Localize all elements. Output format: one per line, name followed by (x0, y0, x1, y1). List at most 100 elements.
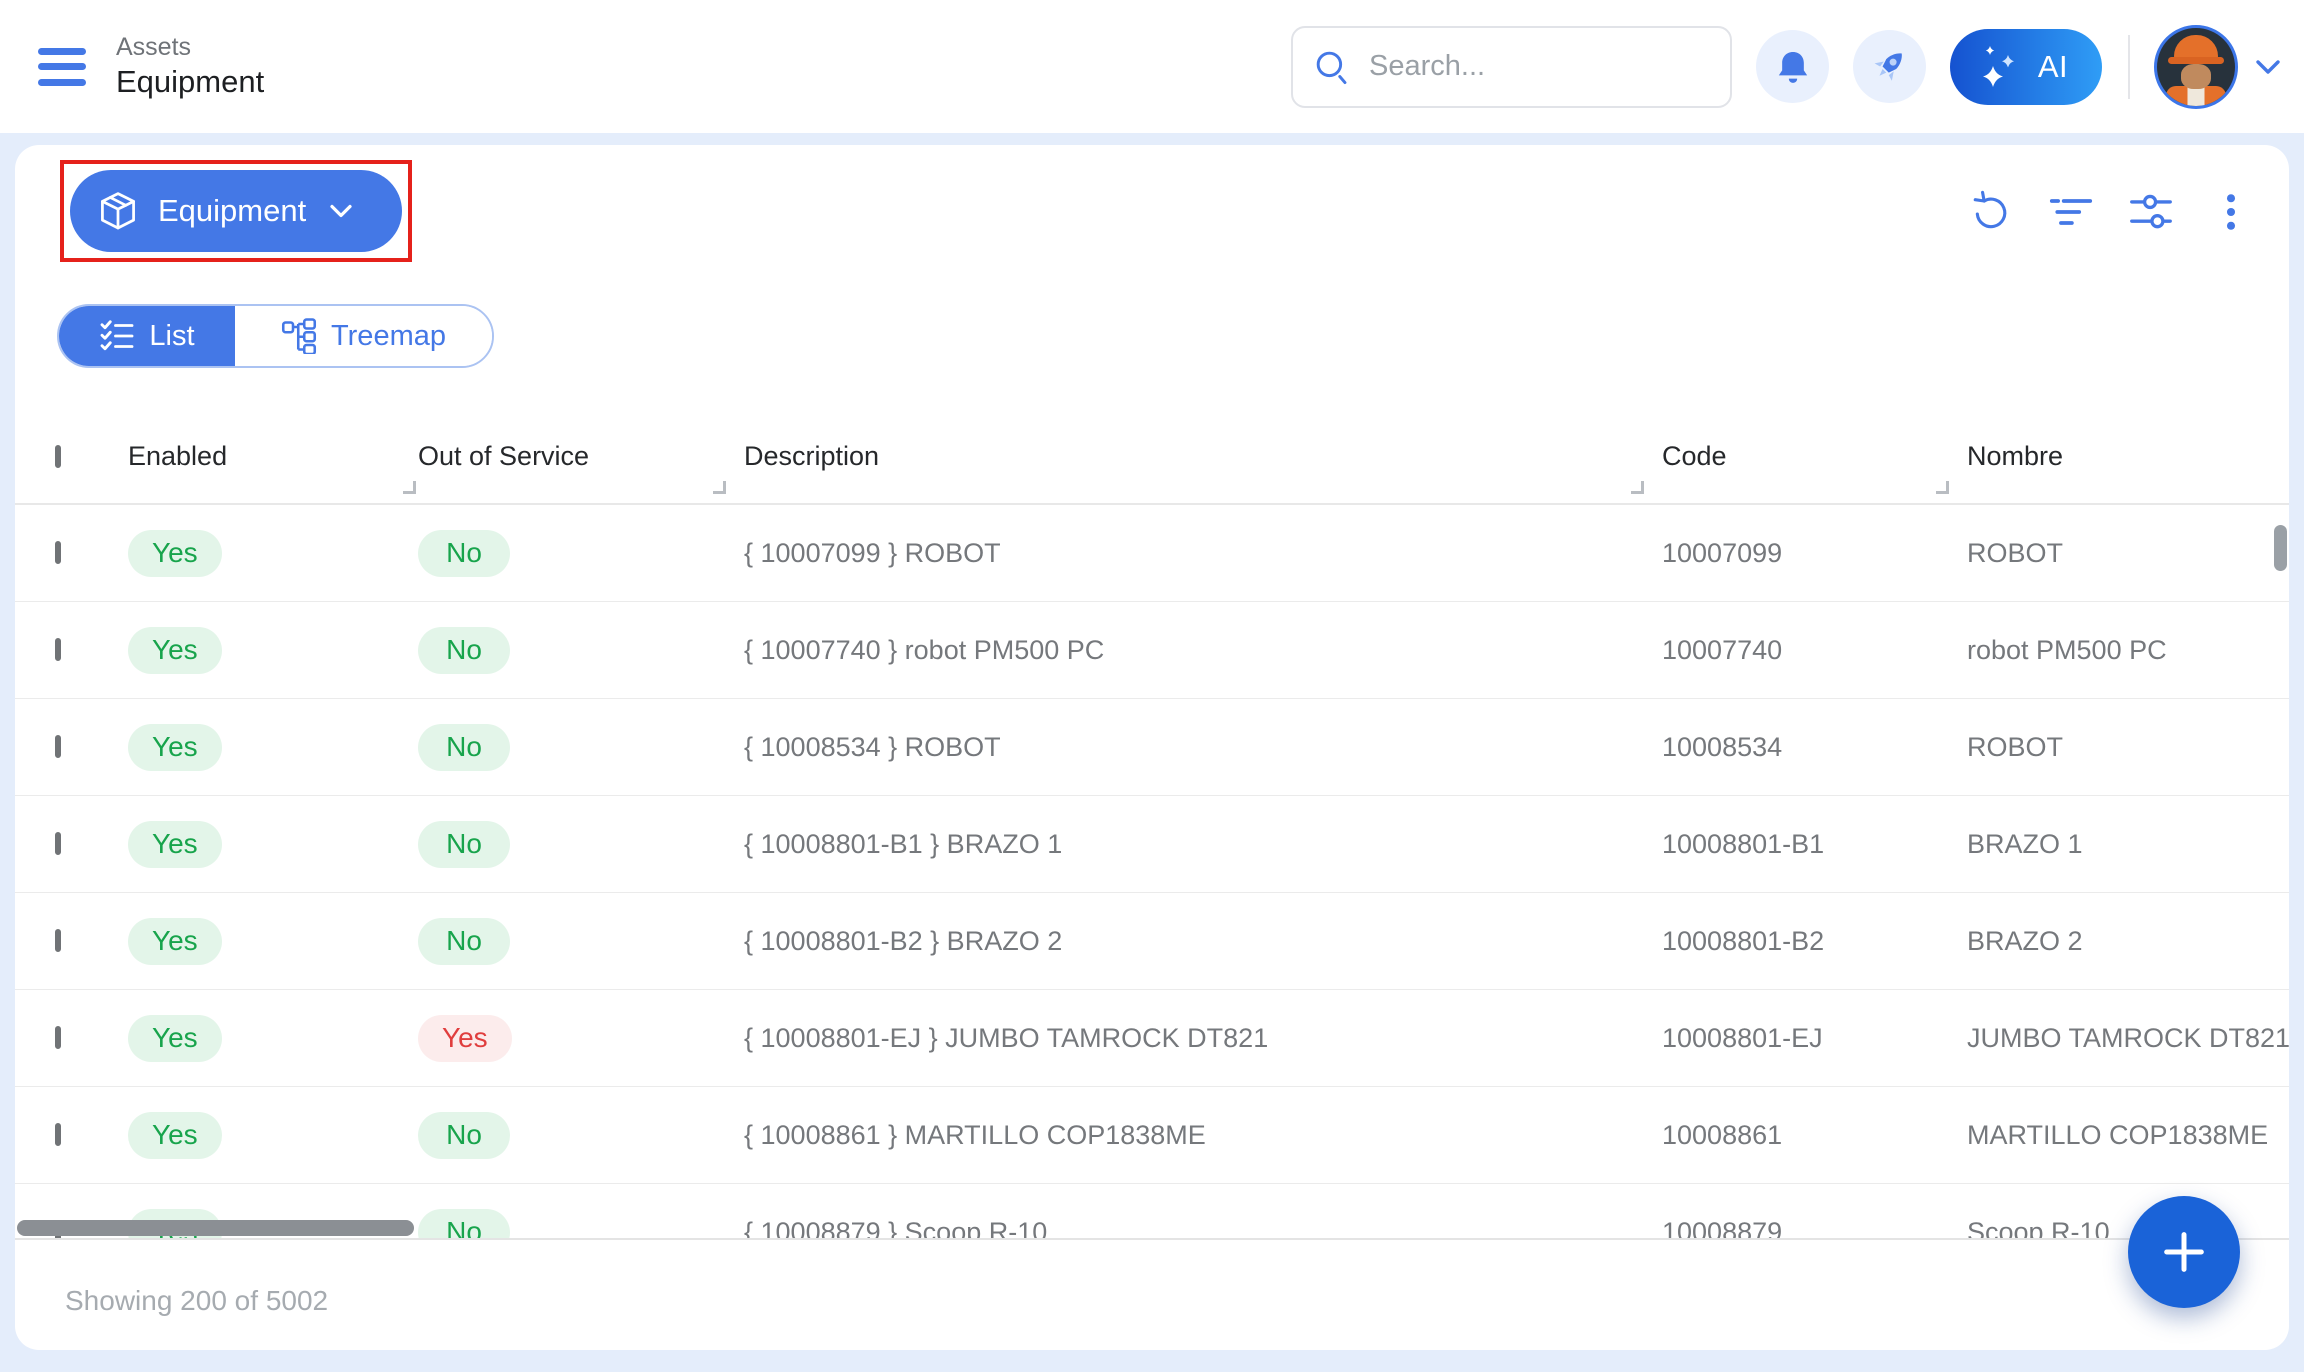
checklist-icon (100, 320, 134, 351)
cell-code: 10007099 (1662, 537, 1783, 568)
cell-description: { 10008534 } ROBOT (744, 731, 1001, 762)
out-of-service-badge: Yes (418, 1014, 512, 1062)
refresh-button[interactable] (1969, 190, 2013, 234)
cell-name: ROBOT (1967, 731, 2064, 762)
column-resize-handle[interactable] (1631, 481, 1644, 494)
cell-code: 10008534 (1662, 731, 1783, 762)
cell-description: { 10008801-EJ } JUMBO TAMROCK DT821 (744, 1022, 1269, 1053)
cell-description: { 10007099 } ROBOT (744, 537, 1001, 568)
box-icon (101, 192, 135, 230)
tab-treemap-label: Treemap (331, 319, 446, 352)
row-checkbox[interactable] (55, 541, 61, 564)
enabled-badge: Yes (128, 529, 222, 577)
kebab-menu-icon (2226, 194, 2236, 230)
cell-name: BRAZO 1 (1967, 828, 2083, 859)
table-row[interactable]: Yes No { 10007740 } robot PM500 PC 10007… (15, 602, 2289, 699)
plus-icon (2164, 1232, 2204, 1272)
horizontal-scrollbar-thumb[interactable] (17, 1220, 414, 1236)
cell-name: BRAZO 2 (1967, 925, 2083, 956)
table-body: Yes No { 10007099 } ROBOT 10007099 ROBOT… (15, 505, 2289, 1240)
vertical-scrollbar-thumb[interactable] (2274, 525, 2287, 571)
filter-icon (2049, 199, 2093, 225)
notifications-button[interactable] (1756, 30, 1829, 103)
tab-treemap[interactable]: Treemap (235, 306, 492, 366)
tab-list[interactable]: List (59, 306, 235, 366)
out-of-service-badge: No (418, 1111, 510, 1159)
enabled-badge: Yes (128, 1014, 222, 1062)
refresh-icon (1973, 190, 2007, 229)
search-input[interactable] (1369, 50, 1710, 83)
breadcrumb: Assets Equipment (116, 32, 264, 102)
user-avatar[interactable] (2154, 24, 2238, 109)
view-toggle: List Treemap (57, 304, 494, 368)
out-of-service-badge: No (418, 723, 510, 771)
column-settings-button[interactable] (2129, 190, 2173, 234)
top-bar: Assets Equipment (0, 0, 2304, 133)
out-of-service-badge: No (418, 820, 510, 868)
cell-name: MARTILLO COP1838ME (1967, 1119, 2269, 1150)
row-checkbox[interactable] (55, 929, 61, 952)
enabled-badge: Yes (128, 917, 222, 965)
sparkles-icon (1982, 45, 2014, 87)
enabled-badge: Yes (128, 723, 222, 771)
entity-selector-highlight: Equipment (60, 160, 412, 262)
row-checkbox[interactable] (55, 1123, 61, 1146)
page-title: Equipment (116, 63, 265, 99)
cell-code: 10008801-B1 (1662, 828, 1825, 859)
search-box[interactable] (1291, 25, 1732, 108)
table-row[interactable]: Yes No { 10008534 } ROBOT 10008534 ROBOT (15, 699, 2289, 796)
cell-description: { 10008801-B2 } BRAZO 2 (744, 925, 1063, 956)
table-row[interactable]: Yes No { 10008801-B2 } BRAZO 2 10008801-… (15, 893, 2289, 990)
entity-selector-label: Equipment (158, 193, 307, 228)
column-header-nombre[interactable]: Nombre (1967, 441, 2064, 471)
row-count-status: Showing 200 of 5002 (65, 1285, 329, 1316)
ai-button-label: AI (2037, 48, 2069, 84)
cell-description: { 10007740 } robot PM500 PC (744, 634, 1105, 665)
filter-button[interactable] (2049, 190, 2093, 234)
enabled-badge: Yes (128, 1111, 222, 1159)
column-header-enabled[interactable]: Enabled (128, 441, 228, 471)
cell-name: ROBOT (1967, 537, 2064, 568)
column-header-description[interactable]: Description (744, 441, 880, 471)
column-resize-handle[interactable] (1936, 481, 1949, 494)
row-checkbox[interactable] (55, 1026, 61, 1049)
cell-name: robot PM500 PC (1967, 634, 2167, 665)
table-header: Enabled Out of Service Description Code … (15, 410, 2289, 505)
cell-code: 10008879 (1662, 1216, 1783, 1240)
column-resize-handle[interactable] (403, 481, 416, 494)
column-header-out-of-service[interactable]: Out of Service (418, 441, 590, 471)
search-icon (1316, 51, 1347, 84)
column-resize-handle[interactable] (713, 481, 726, 494)
add-button[interactable] (2128, 1196, 2240, 1308)
table-row[interactable]: Yes No { 10008861 } MARTILLO COP1838ME 1… (15, 1087, 2289, 1184)
out-of-service-badge: No (418, 917, 510, 965)
table-row[interactable]: Yes No { 10007099 } ROBOT 10007099 ROBOT (15, 505, 2289, 602)
select-all-checkbox[interactable] (55, 444, 61, 468)
cell-name: JUMBO TAMROCK DT821 (1967, 1022, 2289, 1053)
entity-selector-button[interactable]: Equipment (70, 170, 402, 252)
table-toolbar (1969, 190, 2253, 234)
more-options-button[interactable] (2209, 190, 2253, 234)
tab-list-label: List (149, 319, 195, 352)
cell-code: 10008861 (1662, 1119, 1783, 1150)
enabled-badge: Yes (128, 820, 222, 868)
row-checkbox[interactable] (55, 735, 61, 758)
cell-code: 10007740 (1662, 634, 1783, 665)
breadcrumb-section: Assets (116, 32, 192, 61)
table-row[interactable]: Yes No { 10008801-B1 } BRAZO 1 10008801-… (15, 796, 2289, 893)
table-row[interactable]: Yes Yes { 10008801-EJ } JUMBO TAMROCK DT… (15, 990, 2289, 1087)
row-checkbox[interactable] (55, 832, 61, 855)
sliders-icon (2130, 194, 2172, 229)
cell-code: 10008801-EJ (1662, 1022, 1823, 1053)
column-header-code[interactable]: Code (1662, 441, 1727, 471)
cell-description: { 10008861 } MARTILLO COP1838ME (744, 1119, 1206, 1150)
row-checkbox[interactable] (55, 638, 61, 661)
hamburger-menu-button[interactable] (38, 44, 88, 90)
ai-assistant-button[interactable]: AI (1950, 28, 2102, 105)
user-menu-chevron-icon[interactable] (2254, 57, 2282, 77)
bell-icon (1778, 51, 1807, 83)
enabled-badge: Yes (128, 626, 222, 674)
launcher-button[interactable] (1853, 30, 1926, 103)
user-menu[interactable] (2154, 24, 2282, 109)
rocket-icon (1874, 52, 1902, 81)
